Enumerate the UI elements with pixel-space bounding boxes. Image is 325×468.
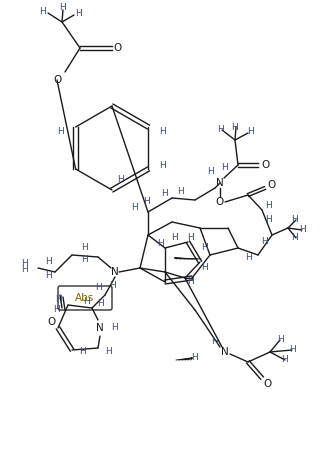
Text: H: H bbox=[187, 278, 193, 286]
Text: H: H bbox=[265, 200, 271, 210]
Text: H: H bbox=[82, 243, 88, 253]
Text: H: H bbox=[222, 163, 228, 173]
Text: H: H bbox=[58, 3, 65, 13]
Text: O: O bbox=[114, 43, 122, 53]
Text: H: H bbox=[75, 9, 81, 19]
Text: H: H bbox=[217, 125, 223, 134]
Text: O: O bbox=[264, 379, 272, 389]
Text: H: H bbox=[84, 298, 90, 307]
Text: H: H bbox=[299, 226, 306, 234]
Text: H: H bbox=[282, 356, 288, 365]
Text: H: H bbox=[45, 271, 51, 279]
Text: H: H bbox=[262, 237, 268, 247]
Text: O: O bbox=[53, 75, 61, 85]
Text: H: H bbox=[97, 299, 103, 307]
Text: O: O bbox=[268, 180, 276, 190]
Text: H: H bbox=[212, 337, 218, 346]
Text: H: H bbox=[105, 346, 111, 356]
Text: H: H bbox=[159, 161, 166, 169]
Text: H: H bbox=[95, 284, 101, 292]
Text: H: H bbox=[55, 295, 61, 305]
Text: H: H bbox=[39, 7, 46, 16]
Text: H: H bbox=[159, 126, 166, 136]
Text: N: N bbox=[216, 178, 224, 188]
Text: N: N bbox=[111, 267, 119, 277]
Text: H: H bbox=[202, 243, 208, 253]
Text: H: H bbox=[162, 189, 168, 197]
Text: H: H bbox=[157, 239, 163, 248]
Text: O: O bbox=[48, 317, 56, 327]
Text: H: H bbox=[79, 348, 85, 357]
Text: N: N bbox=[221, 347, 229, 357]
Text: H: H bbox=[22, 258, 28, 268]
Text: H: H bbox=[292, 215, 298, 225]
Text: H: H bbox=[247, 127, 254, 137]
Text: H: H bbox=[143, 197, 150, 206]
Text: Abs: Abs bbox=[75, 293, 95, 303]
Text: H: H bbox=[53, 305, 59, 314]
Text: O: O bbox=[261, 160, 269, 170]
Text: H: H bbox=[57, 127, 64, 137]
Text: N: N bbox=[96, 323, 104, 333]
Text: H: H bbox=[277, 336, 283, 344]
Text: H: H bbox=[187, 233, 193, 241]
FancyBboxPatch shape bbox=[58, 286, 112, 310]
Text: H: H bbox=[131, 203, 137, 212]
Text: H: H bbox=[192, 353, 198, 363]
Text: H: H bbox=[111, 323, 118, 332]
Text: H: H bbox=[117, 176, 124, 184]
Text: H: H bbox=[176, 188, 183, 197]
Text: H: H bbox=[202, 263, 208, 272]
Text: H: H bbox=[265, 215, 271, 225]
Text: H: H bbox=[232, 124, 238, 132]
Text: H: H bbox=[289, 345, 295, 354]
Text: H: H bbox=[172, 233, 178, 241]
Text: H: H bbox=[82, 256, 88, 264]
Text: H: H bbox=[292, 234, 298, 242]
Text: H: H bbox=[109, 280, 115, 290]
Text: H: H bbox=[45, 257, 51, 266]
Text: H: H bbox=[207, 168, 214, 176]
Text: O: O bbox=[216, 197, 224, 207]
Text: H: H bbox=[245, 254, 251, 263]
Text: H: H bbox=[22, 265, 28, 275]
